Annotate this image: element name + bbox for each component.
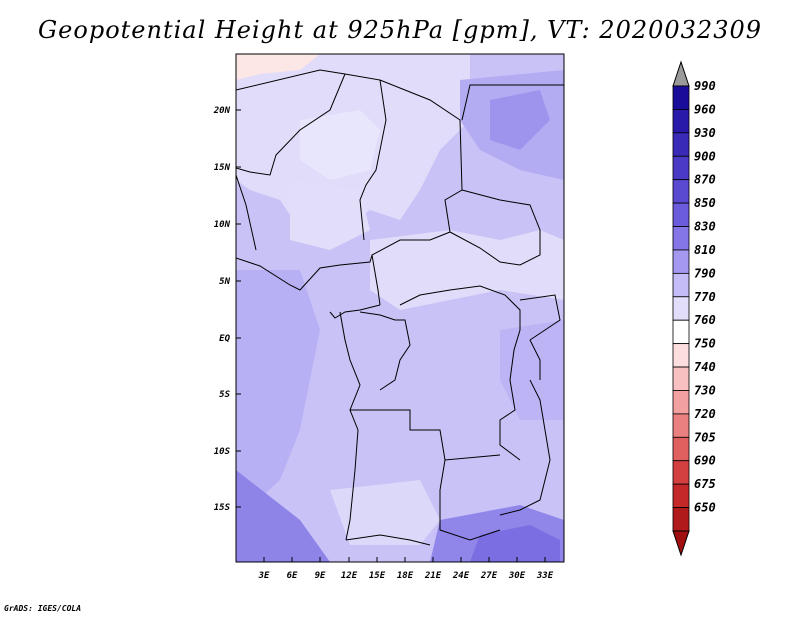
lat-label: 5N <box>219 277 230 287</box>
lat-label: 20N <box>213 106 231 116</box>
map-frame <box>235 53 565 563</box>
lon-label: 6E <box>287 571 298 581</box>
lat-label: EQ <box>219 334 230 344</box>
lon-axis: 3E 6E 9E 12E 15E 18E 21E 24E 27E 30E 33E <box>258 557 554 581</box>
lat-label: 5S <box>219 390 230 400</box>
chart-title: Geopotential Height at 925hPa [gpm], VT:… <box>38 16 762 44</box>
lon-label: 9E <box>315 571 326 581</box>
lat-label: 15N <box>214 163 231 173</box>
lat-label: 10S <box>214 447 231 457</box>
lon-label: 15E <box>369 571 386 581</box>
lat-label: 15S <box>214 503 231 513</box>
height-field <box>236 54 564 562</box>
footer-credit: GrADS: IGES/COLA <box>4 604 82 613</box>
lon-label: 30E <box>508 571 526 581</box>
lon-label: 27E <box>480 571 498 581</box>
lon-label: 18E <box>397 571 414 581</box>
lon-label: 3E <box>258 571 270 581</box>
lon-label: 33E <box>536 571 554 581</box>
country-borders <box>236 69 564 546</box>
lat-axis: 20N 15N 10N 5N EQ 5S 10S 15S <box>213 106 241 513</box>
lon-label: 24E <box>452 571 470 581</box>
lon-label: 12E <box>341 571 358 581</box>
lat-label: 10N <box>214 220 231 230</box>
lon-label: 21E <box>424 571 442 581</box>
